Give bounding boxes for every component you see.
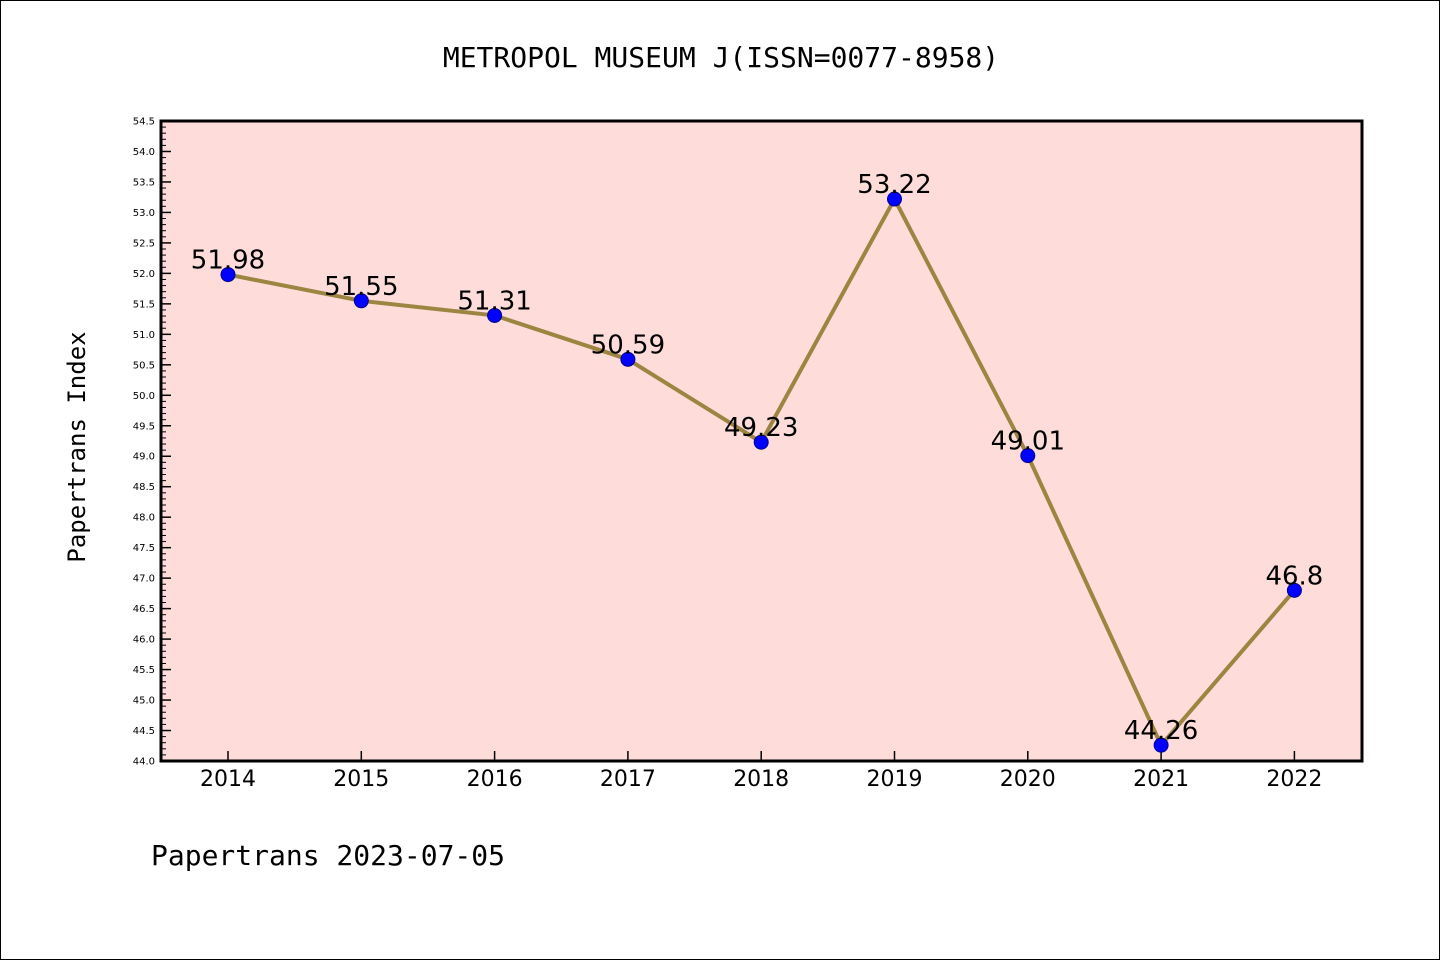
y-tick-label: 47.0 — [133, 574, 155, 585]
y-tick-label: 51.5 — [133, 299, 155, 310]
y-tick-label: 47.5 — [133, 543, 155, 554]
y-tick-label: 49.5 — [133, 421, 155, 432]
x-tick-label: 2016 — [467, 767, 523, 792]
y-tick-label: 54.0 — [133, 147, 155, 158]
y-tick-label: 46.5 — [133, 604, 155, 615]
y-tick-label: 44.0 — [133, 757, 155, 768]
y-tick-label: 54.5 — [133, 117, 155, 128]
data-point-marker — [353, 293, 369, 309]
x-tick-label: 2021 — [1133, 767, 1189, 792]
y-tick-label: 49.0 — [133, 452, 155, 463]
x-tick-label: 2017 — [600, 767, 656, 792]
y-tick-label: 44.5 — [133, 726, 155, 737]
x-tick-label: 2014 — [200, 767, 256, 792]
data-label: 51.55 — [324, 272, 398, 302]
y-tick-label: 50.5 — [133, 360, 155, 371]
x-tick-label: 2018 — [733, 767, 789, 792]
data-label: 51.98 — [191, 246, 265, 276]
data-label: 49.23 — [724, 413, 798, 443]
x-axis-ticks: 2014 2015 2016 2017 2018 2019 2020 2021 2022 — [200, 751, 1322, 792]
y-axis-ticks: 44.0 44.5 45.0 45.5 46.0 46.5 47.0 47.5 48.0 48.5… — [133, 117, 171, 768]
y-tick-label: 48.5 — [133, 482, 155, 493]
x-tick-label: 2015 — [333, 767, 389, 792]
y-axis-label: Papertrans Index — [63, 331, 91, 562]
data-label: 49.01 — [991, 427, 1065, 457]
data-label: 51.31 — [457, 286, 531, 316]
chart-title: METROPOL MUSEUM J(ISSN=0077-8958) — [443, 41, 999, 74]
series-layer: 51.98 51.55 51.31 50.59 49.23 53.22 49.01 44.26… — [191, 170, 1323, 753]
x-tick-label: 2019 — [867, 767, 923, 792]
data-label: 50.59 — [591, 330, 665, 360]
y-tick-label: 45.5 — [133, 665, 155, 676]
x-tick-label: 2022 — [1266, 767, 1322, 792]
y-tick-label: 52.5 — [133, 238, 155, 249]
data-point-marker — [620, 351, 636, 367]
data-point-marker — [887, 191, 902, 207]
data-point-marker — [487, 307, 503, 323]
data-point-marker — [1286, 582, 1302, 598]
data-point-marker — [1020, 448, 1036, 464]
y-tick-label: 46.0 — [133, 635, 155, 646]
data-point-marker — [753, 434, 769, 450]
y-tick-label: 52.0 — [133, 269, 155, 280]
y-tick-label: 48.0 — [133, 513, 155, 524]
data-label: 46.8 — [1265, 561, 1323, 591]
y-tick-label: 50.0 — [133, 391, 155, 402]
data-label: 44.26 — [1124, 716, 1198, 746]
y-tick-label: 53.5 — [133, 177, 155, 188]
data-label: 53.22 — [857, 170, 931, 200]
x-tick-label: 2020 — [1000, 767, 1056, 792]
data-point-marker — [1153, 737, 1169, 753]
y-tick-label: 53.0 — [133, 208, 155, 219]
y-tick-label: 45.0 — [133, 696, 155, 707]
footer-text: Papertrans 2023-07-05 — [151, 839, 505, 872]
data-point-marker — [220, 267, 236, 283]
y-tick-label: 51.0 — [133, 330, 155, 341]
